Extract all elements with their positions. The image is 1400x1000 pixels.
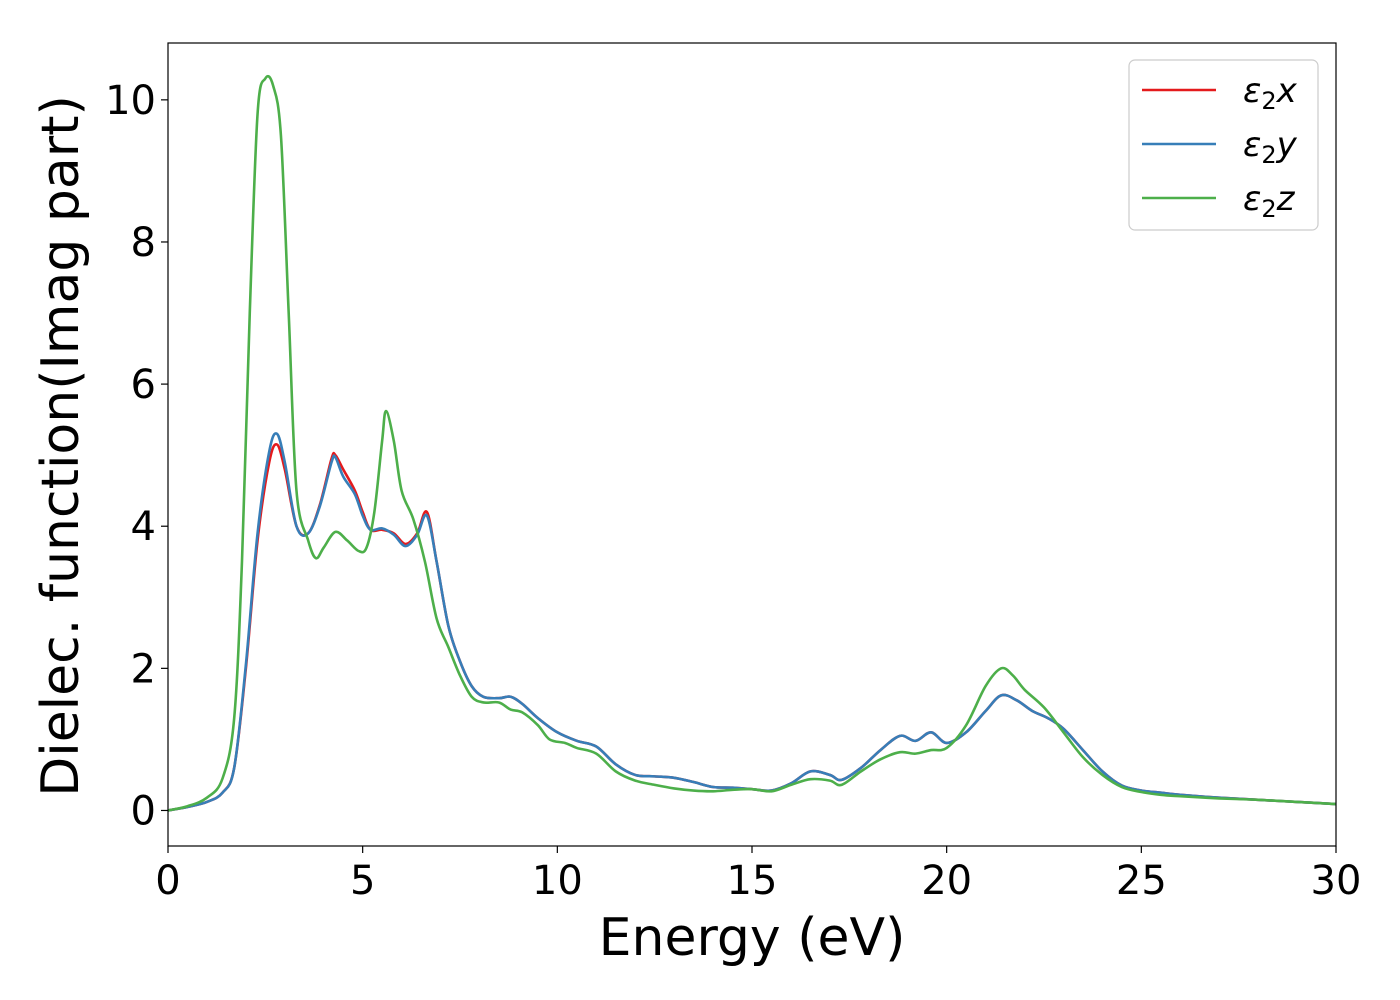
x-tick-label: 25 — [1116, 858, 1167, 904]
x-tick-label: 10 — [532, 858, 583, 904]
series-line-z — [168, 74, 1336, 812]
legend-label-y: ε2y — [1243, 125, 1298, 169]
x-tick-label: 20 — [921, 858, 972, 904]
x-tick-label: 5 — [350, 858, 375, 904]
y-axis-ticks: 0 2 4 6 8 10 — [105, 78, 168, 834]
series-line-y — [168, 432, 1336, 812]
y-tick-label: 6 — [131, 362, 156, 408]
legend: ε2x ε2y ε2z — [1128, 59, 1319, 231]
legend-label-z: ε2z — [1243, 179, 1296, 223]
y-axis-label: Dielec. function(Imag part) — [31, 95, 91, 797]
y-tick-label: 10 — [105, 78, 156, 124]
series-line-x — [168, 443, 1336, 812]
legend-box — [1128, 59, 1319, 231]
x-tick-label: 30 — [1311, 858, 1362, 904]
series-layer — [168, 74, 1336, 812]
y-tick-label: 4 — [131, 504, 156, 550]
x-tick-label: 15 — [727, 858, 778, 904]
x-axis-label: Energy (eV) — [599, 908, 906, 968]
y-tick-label: 0 — [131, 788, 156, 834]
y-tick-label: 2 — [131, 646, 156, 692]
legend-label-x: ε2x — [1243, 71, 1298, 115]
x-tick-label: 0 — [155, 858, 180, 904]
x-axis-ticks: 0 5 10 15 20 25 30 — [155, 846, 1361, 904]
y-tick-label: 8 — [131, 220, 156, 266]
